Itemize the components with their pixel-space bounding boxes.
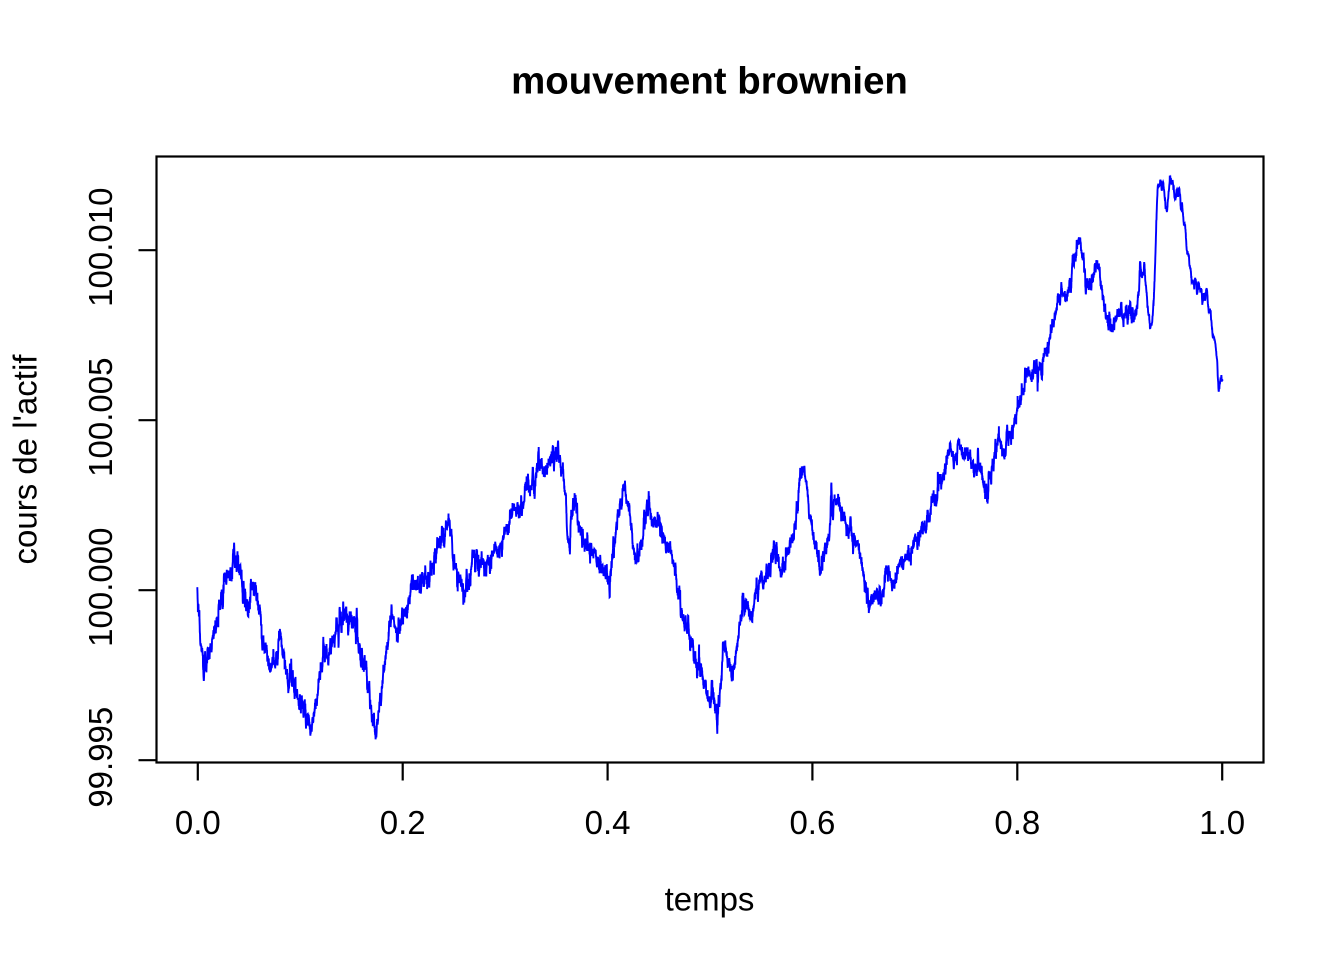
svg-text:0.2: 0.2 (380, 804, 426, 841)
svg-text:99.995: 99.995 (82, 707, 119, 808)
svg-text:temps: temps (665, 881, 755, 918)
svg-text:0.8: 0.8 (994, 804, 1040, 841)
svg-text:mouvement brownien: mouvement brownien (511, 60, 908, 103)
svg-text:0.6: 0.6 (789, 804, 835, 841)
svg-text:0.4: 0.4 (585, 804, 631, 841)
svg-text:100.000: 100.000 (82, 528, 119, 647)
svg-text:cours de l'actif: cours de l'actif (7, 354, 44, 565)
svg-text:0.0: 0.0 (175, 804, 221, 841)
svg-text:1.0: 1.0 (1199, 804, 1245, 841)
svg-text:100.005: 100.005 (82, 358, 119, 477)
svg-text:100.010: 100.010 (82, 188, 119, 307)
